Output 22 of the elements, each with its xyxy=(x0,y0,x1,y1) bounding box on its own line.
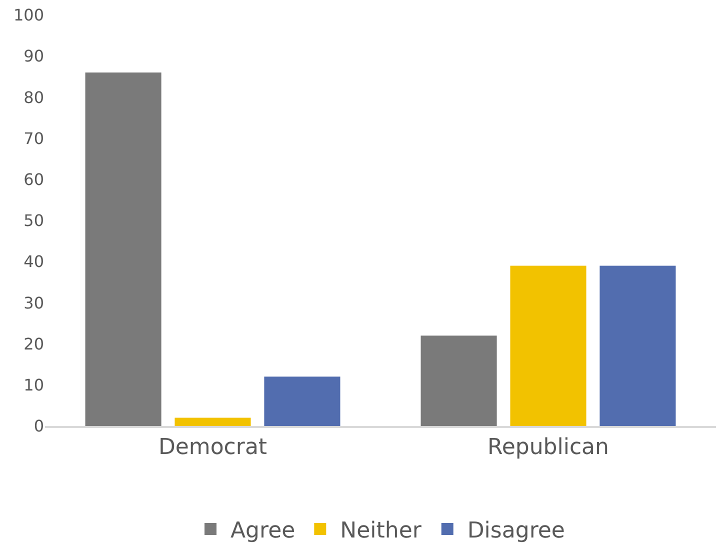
bar xyxy=(264,376,340,426)
x-tick-label: Republican xyxy=(488,435,609,460)
x-tick-label: Democrat xyxy=(158,435,268,460)
legend-label: Disagree xyxy=(467,518,565,544)
bar xyxy=(420,336,497,426)
y-tick-label: 10 xyxy=(24,376,44,394)
legend-label: Neither xyxy=(340,518,422,544)
legend-label: Agree xyxy=(230,518,296,544)
y-tick-label: 0 xyxy=(34,416,44,436)
y-tick-label: 50 xyxy=(24,211,44,230)
y-tick-label: 30 xyxy=(24,293,44,312)
y-tick-label: 40 xyxy=(24,252,44,272)
y-tick-label: 20 xyxy=(24,334,44,354)
y-tick-label: 80 xyxy=(24,88,44,107)
y-tick-label: 90 xyxy=(24,46,44,66)
y-tick-label: 70 xyxy=(24,128,44,148)
bar xyxy=(174,418,251,426)
bar xyxy=(85,72,162,426)
y-tick-label: 60 xyxy=(24,170,44,189)
bar xyxy=(600,266,676,426)
y-tick-label: 100 xyxy=(13,6,44,25)
bar xyxy=(510,266,586,426)
